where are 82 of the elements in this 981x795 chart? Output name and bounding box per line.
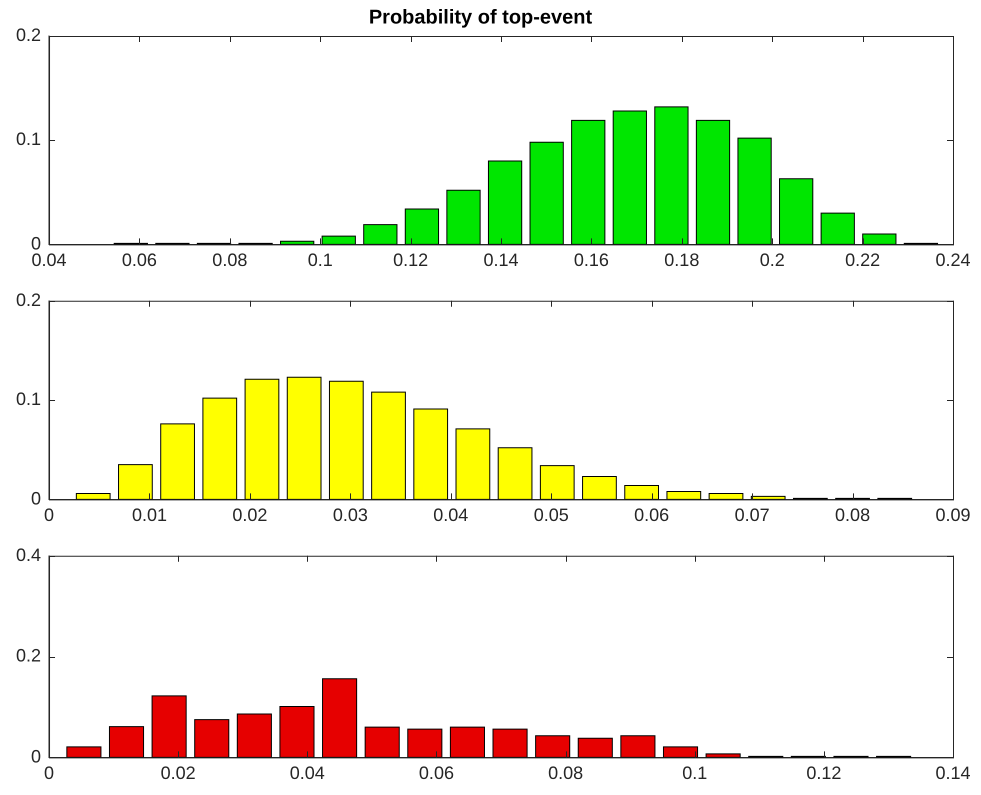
bar <box>624 485 660 500</box>
y-tick-label: 0.1 <box>16 129 42 150</box>
bar <box>820 212 855 245</box>
x-tick-label: 0.08 <box>548 763 584 784</box>
bar <box>279 706 315 758</box>
bar <box>620 735 656 758</box>
bar <box>456 428 490 500</box>
x-tick-label: 0.18 <box>664 250 700 270</box>
bar <box>66 746 102 758</box>
bar <box>286 376 322 500</box>
y-tick-label: 0.1 <box>16 389 42 410</box>
x-tick-label: 0.09 <box>935 505 971 526</box>
x-tick-label: 0.01 <box>132 505 167 526</box>
bar <box>328 380 364 500</box>
bar <box>446 190 481 245</box>
x-tick-label: 0.06 <box>122 250 157 270</box>
bar <box>407 728 442 758</box>
bar <box>666 490 702 500</box>
bar <box>530 142 564 245</box>
x-tick-label: 0.2 <box>760 250 785 270</box>
x-tick-label: 0.07 <box>734 505 770 526</box>
bar <box>450 726 485 758</box>
bar <box>612 110 647 245</box>
x-tick-label: 0 <box>44 763 54 784</box>
bar <box>654 106 689 245</box>
bar <box>498 447 532 500</box>
bar <box>708 492 744 500</box>
x-tick-label: 0.03 <box>332 505 368 526</box>
bar <box>696 120 730 245</box>
y-tick-label: 0.2 <box>16 24 42 45</box>
x-tick-label: 0.08 <box>212 250 248 270</box>
bar <box>152 695 187 758</box>
bar <box>108 726 144 758</box>
bar <box>364 726 400 758</box>
x-tick-label: 0 <box>44 505 54 526</box>
chart-title: Probability of top-event <box>368 6 593 29</box>
x-tick-label: 0.06 <box>418 763 454 784</box>
x-tick-label: 0.24 <box>935 250 971 270</box>
bar <box>322 678 358 758</box>
x-tick-label: 0.1 <box>682 763 708 784</box>
y-tick-label: 0 <box>31 746 42 766</box>
bar <box>363 224 398 245</box>
y-tick-label: 0 <box>31 488 42 508</box>
x-tick-label: 0.14 <box>483 250 519 270</box>
bar <box>662 746 698 758</box>
x-tick-label: 0.04 <box>290 763 325 784</box>
bar <box>578 738 613 758</box>
bar <box>488 160 522 245</box>
bar <box>492 728 528 758</box>
bar <box>244 378 280 500</box>
bar <box>160 423 195 500</box>
x-tick-label: 0.04 <box>433 505 468 526</box>
bar <box>76 492 111 500</box>
bar <box>413 408 448 500</box>
bar <box>322 236 356 245</box>
x-tick-label: 0.02 <box>232 505 268 526</box>
bar <box>571 120 606 245</box>
y-tick-label: 0.2 <box>16 646 42 666</box>
bar <box>371 392 406 500</box>
x-tick-label: 0.14 <box>935 763 971 784</box>
x-tick-label: 0.16 <box>574 250 609 270</box>
bar <box>202 398 238 500</box>
bar <box>582 476 617 500</box>
y-tick-label: 0.4 <box>16 544 42 565</box>
bar <box>540 465 575 500</box>
x-tick-label: 0.12 <box>393 250 428 270</box>
x-tick-label: 0.06 <box>634 505 670 526</box>
bar <box>118 464 153 500</box>
bar <box>737 138 772 245</box>
bar <box>535 735 570 758</box>
x-tick-label: 0.02 <box>160 763 196 784</box>
x-tick-label: 0.08 <box>835 505 870 526</box>
bar <box>404 208 440 245</box>
x-tick-label: 0.22 <box>845 250 880 270</box>
bar <box>779 178 814 245</box>
x-tick-label: 0.1 <box>308 250 333 270</box>
bar <box>236 714 272 758</box>
x-tick-label: 0.05 <box>534 505 569 526</box>
bar <box>194 719 230 758</box>
bar <box>862 233 896 245</box>
y-tick-label: 0.2 <box>16 290 42 310</box>
x-tick-label: 0.12 <box>806 763 842 784</box>
